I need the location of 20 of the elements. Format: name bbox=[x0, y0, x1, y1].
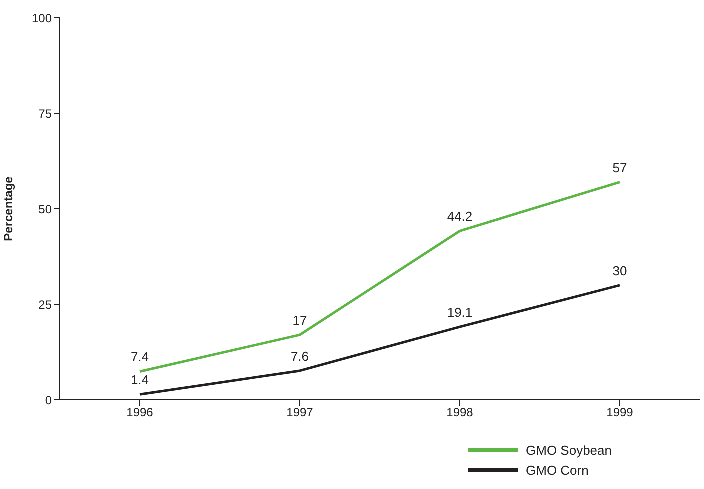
data-label: 7.4 bbox=[130, 350, 150, 365]
x-tick-label: 1999 bbox=[606, 406, 634, 420]
y-tick-label: 0 bbox=[45, 393, 52, 408]
legend-label: GMO Corn bbox=[526, 462, 589, 478]
y-tick-label: 100 bbox=[32, 11, 52, 26]
y-tick-label: 75 bbox=[38, 106, 52, 121]
data-label: 1.4 bbox=[130, 372, 150, 388]
x-tick-label: 1996 bbox=[126, 406, 154, 420]
x-tick-label: 1998 bbox=[446, 406, 474, 420]
x-tick-label: 1997 bbox=[286, 406, 314, 420]
data-label: 57 bbox=[612, 160, 628, 176]
data-label: 44.2 bbox=[447, 209, 473, 224]
data-label: 30 bbox=[612, 263, 628, 278]
data-label: 7.6 bbox=[290, 348, 310, 364]
data-label: 17 bbox=[292, 313, 308, 328]
y-tick-label: 50 bbox=[38, 202, 52, 216]
y-axis-title: Percentage bbox=[1, 176, 16, 242]
data-label: 19.1 bbox=[447, 305, 473, 320]
legend-label: GMO Soybean bbox=[526, 442, 612, 458]
y-tick-label: 25 bbox=[38, 298, 52, 312]
